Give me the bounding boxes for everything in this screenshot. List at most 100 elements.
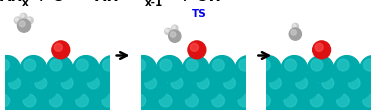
Circle shape: [166, 30, 169, 33]
Circle shape: [0, 90, 22, 112]
Circle shape: [318, 74, 345, 100]
Circle shape: [170, 32, 176, 38]
Circle shape: [188, 42, 206, 59]
Text: x: x: [22, 0, 29, 7]
Circle shape: [371, 74, 378, 100]
Circle shape: [258, 94, 270, 107]
Circle shape: [167, 74, 194, 100]
Circle shape: [292, 24, 299, 30]
Circle shape: [315, 44, 323, 52]
Circle shape: [333, 90, 361, 112]
Circle shape: [307, 56, 334, 82]
Circle shape: [17, 20, 31, 33]
Circle shape: [54, 44, 62, 52]
Circle shape: [313, 42, 330, 59]
Circle shape: [14, 18, 21, 25]
Circle shape: [235, 56, 262, 82]
Circle shape: [250, 77, 262, 89]
Text: * + OH*: * + OH*: [166, 0, 229, 4]
Circle shape: [76, 94, 88, 107]
Circle shape: [183, 56, 209, 82]
Circle shape: [130, 56, 156, 82]
Circle shape: [191, 44, 198, 52]
Circle shape: [209, 56, 235, 82]
Circle shape: [348, 77, 360, 89]
Circle shape: [26, 18, 33, 25]
Circle shape: [19, 90, 48, 112]
Circle shape: [21, 15, 24, 18]
Circle shape: [270, 77, 281, 89]
Circle shape: [334, 56, 360, 82]
Text: x-1: x-1: [145, 0, 163, 7]
Circle shape: [5, 74, 31, 100]
Circle shape: [169, 31, 181, 43]
Circle shape: [20, 56, 46, 82]
Circle shape: [359, 90, 378, 112]
Circle shape: [50, 60, 62, 71]
Circle shape: [291, 30, 296, 36]
Circle shape: [220, 74, 246, 100]
Circle shape: [133, 94, 146, 107]
Text: + O* → AH: + O* → AH: [30, 0, 119, 4]
Circle shape: [134, 60, 146, 71]
Circle shape: [156, 56, 183, 82]
Circle shape: [160, 60, 172, 71]
Circle shape: [23, 94, 36, 107]
Circle shape: [336, 94, 349, 107]
Circle shape: [259, 60, 270, 71]
Circle shape: [363, 94, 375, 107]
Circle shape: [57, 74, 84, 100]
Circle shape: [73, 56, 99, 82]
Circle shape: [172, 27, 175, 30]
Circle shape: [360, 56, 378, 82]
Circle shape: [310, 94, 323, 107]
Circle shape: [296, 77, 308, 89]
Circle shape: [46, 90, 74, 112]
Circle shape: [285, 60, 296, 71]
Text: AH: AH: [0, 0, 23, 4]
Circle shape: [31, 74, 57, 100]
Circle shape: [99, 56, 125, 82]
Circle shape: [239, 60, 251, 71]
Circle shape: [212, 60, 224, 71]
Circle shape: [0, 60, 9, 71]
Circle shape: [0, 94, 9, 107]
Circle shape: [280, 90, 308, 112]
Circle shape: [284, 94, 297, 107]
Circle shape: [129, 90, 158, 112]
Circle shape: [24, 60, 36, 71]
Circle shape: [27, 19, 30, 22]
Circle shape: [84, 74, 110, 100]
Circle shape: [194, 74, 220, 100]
Circle shape: [159, 94, 172, 107]
Circle shape: [223, 77, 235, 89]
Circle shape: [238, 94, 251, 107]
Circle shape: [110, 74, 136, 100]
Circle shape: [375, 77, 378, 89]
Circle shape: [307, 90, 335, 112]
Circle shape: [186, 94, 198, 107]
Circle shape: [76, 60, 88, 71]
Circle shape: [311, 60, 323, 71]
Circle shape: [145, 77, 156, 89]
Circle shape: [322, 77, 334, 89]
Circle shape: [61, 77, 73, 89]
Circle shape: [182, 90, 210, 112]
Circle shape: [20, 14, 27, 21]
Circle shape: [87, 77, 99, 89]
Circle shape: [208, 90, 236, 112]
Circle shape: [172, 26, 178, 32]
Circle shape: [103, 60, 115, 71]
Circle shape: [289, 29, 301, 41]
Circle shape: [35, 77, 47, 89]
Circle shape: [0, 56, 20, 82]
Circle shape: [155, 90, 184, 112]
Circle shape: [345, 74, 371, 100]
Circle shape: [255, 56, 281, 82]
Circle shape: [234, 90, 263, 112]
Circle shape: [186, 60, 198, 71]
Circle shape: [292, 74, 318, 100]
Circle shape: [246, 74, 273, 100]
Circle shape: [266, 74, 292, 100]
Circle shape: [9, 77, 20, 89]
